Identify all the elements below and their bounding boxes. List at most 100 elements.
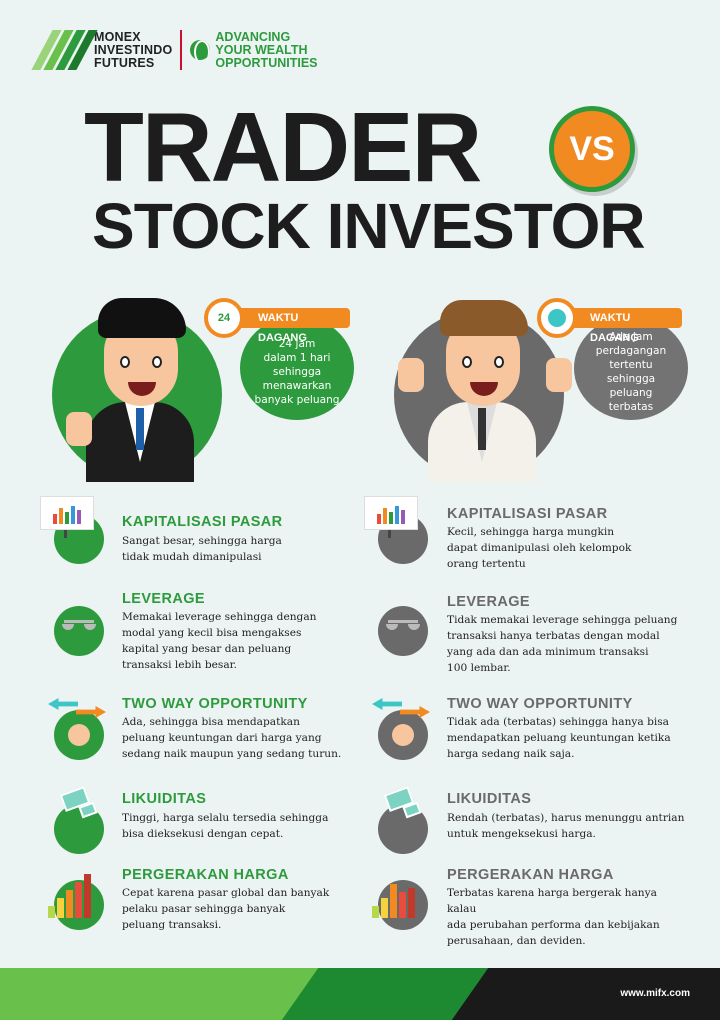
desc-line: transaksi lebih besar.	[122, 659, 237, 671]
desc-line: dapat dimanipulasi oleh kelompok	[447, 542, 632, 554]
footer-band	[0, 968, 319, 1020]
feature-description: Tidak ada (terbatas) sehingga hanya bisa…	[447, 714, 687, 762]
waktu-line: 24 jam	[279, 338, 316, 350]
brand-line: INVESTINDO	[94, 42, 173, 57]
feature-title: TWO WAY OPPORTUNITY	[122, 696, 308, 712]
bar-chart-sign-icon	[364, 496, 418, 530]
arrow-left-icon	[372, 698, 402, 710]
waktu-line: sehingga peluang	[606, 373, 656, 399]
trader-mouth	[128, 382, 156, 396]
raised-fist-icon	[398, 358, 424, 392]
feature-description: Terbatas karena harga bergerak hanya kal…	[447, 885, 687, 949]
desc-line: Tinggi, harga selalu tersedia sehingga	[122, 812, 329, 824]
waktu-line: perdagangan	[595, 345, 667, 357]
waktu-line: tertentu	[609, 359, 653, 371]
bar-chart-3d-icon	[44, 872, 94, 918]
clock-icon	[537, 298, 577, 338]
waktu-line: dalam 1 hari	[263, 352, 331, 364]
title-stock-investor: STOCK INVESTOR	[92, 190, 646, 262]
waktu-line: menawarkan	[262, 380, 332, 392]
desc-line: peluang transaksi.	[122, 919, 222, 931]
desc-line: Rendah (terbatas), harus menunggu antria…	[447, 812, 685, 824]
tagline-line: OPPORTUNITIES	[215, 55, 318, 70]
bar-icon	[84, 874, 91, 918]
trader-waktu-label: WAKTU DAGANG	[234, 308, 350, 344]
clock-text: 24	[217, 312, 231, 324]
investor-waktu-label: WAKTU DAGANG	[566, 308, 682, 344]
feature-description: Rendah (terbatas), harus menunggu antria…	[447, 810, 687, 842]
bar-icon	[408, 888, 415, 918]
bar-icon	[66, 890, 73, 918]
bar-chart-3d-icon	[368, 872, 418, 918]
desc-line: bisa dieksekusi dengan cepat.	[122, 828, 284, 840]
scale-beam	[64, 620, 94, 623]
scale-icon	[378, 606, 428, 656]
bar-icon	[381, 898, 388, 918]
sign-pole	[64, 528, 67, 538]
desc-line: orang tertentu	[447, 558, 526, 570]
clock-face	[548, 309, 566, 327]
desc-line: kapital yang besar dan peluang	[122, 643, 292, 655]
desc-line: tidak mudah dimanipulasi	[122, 551, 262, 563]
desc-line: pelaku pasar sehingga banyak	[122, 903, 286, 915]
trader-eye	[152, 356, 162, 368]
clock-24-icon: 24	[204, 298, 244, 338]
feature-title: PERGERAKAN HARGA	[122, 867, 289, 883]
desc-line: mendapatkan peluang keuntungan ketika	[447, 732, 671, 744]
footer-bar: www.mifx.com	[0, 968, 720, 1020]
face-icon	[392, 724, 414, 746]
desc-line: Sangat besar, sehingga harga	[122, 535, 282, 547]
logo-divider	[180, 30, 183, 70]
feature-title: TWO WAY OPPORTUNITY	[447, 696, 633, 712]
scale-pan	[62, 624, 74, 630]
desc-line: harga sedang naik saja.	[447, 748, 575, 760]
trader-tie	[136, 408, 144, 450]
desc-line: perusahaan, dan deviden.	[447, 935, 586, 947]
sign-pole	[388, 528, 391, 538]
feature-title: PERGERAKAN HARGA	[447, 867, 614, 883]
desc-line: yang ada dan ada minimum transaksi	[447, 646, 649, 658]
logo-stripes-icon	[31, 28, 98, 72]
feature-description: Cepat karena pasar global dan banyak pel…	[122, 885, 352, 933]
bar-icon	[390, 884, 397, 918]
investor-tie	[478, 408, 486, 450]
bar-icon	[57, 898, 64, 918]
feature-description: Memakai leverage sehingga dengan modal y…	[122, 609, 336, 673]
desc-line: Tidak memakai leverage sehingga peluang	[447, 614, 678, 626]
waktu-line: sehingga	[272, 366, 322, 378]
feature-description: Tidak memakai leverage sehingga peluang …	[447, 612, 687, 676]
trader-eye	[120, 356, 130, 368]
feature-description: Tinggi, harga selalu tersedia sehingga b…	[122, 810, 352, 842]
website-link[interactable]: www.mifx.com	[620, 988, 690, 999]
face-icon	[68, 724, 90, 746]
desc-line: ada perubahan performa dan kebijakan	[447, 919, 660, 931]
feature-description: Sangat besar, sehingga harga tidak mudah…	[122, 533, 336, 565]
desc-line: Memakai leverage sehingga dengan	[122, 611, 317, 623]
desc-line: untuk mengeksekusi harga.	[447, 828, 596, 840]
feature-title: LIKUIDITAS	[122, 791, 207, 807]
investor-mouth	[470, 382, 498, 396]
investor-eye	[462, 356, 472, 368]
vs-badge: VS	[549, 106, 635, 192]
investor-hair	[440, 300, 528, 336]
title-trader: TRADER	[84, 92, 482, 202]
scale-pan	[84, 624, 96, 630]
arrow-left-icon	[48, 698, 78, 710]
brand-line: FUTURES	[94, 55, 155, 70]
tagline-line: ADVANCING	[215, 29, 291, 44]
bar-icon	[75, 882, 82, 918]
tagline: ADVANCING YOUR WEALTH OPPORTUNITIES	[215, 29, 318, 70]
tagline-line: YOUR WEALTH	[215, 42, 308, 57]
desc-line: 100 lembar.	[447, 662, 511, 674]
feature-description: Kecil, sehingga harga mungkin dapat dima…	[447, 524, 687, 572]
desc-line: sedang naik maupun yang sedang turun.	[122, 748, 342, 760]
waktu-line: banyak peluang	[254, 394, 340, 406]
desc-line: Tidak ada (terbatas) sehingga hanya bisa	[447, 716, 669, 728]
thumbs-up-icon	[66, 412, 92, 446]
trader-waktu-bubble: 24 jam dalam 1 hari sehingga menawarkan …	[240, 316, 354, 420]
desc-line: Terbatas karena harga bergerak hanya kal…	[447, 887, 657, 915]
trader-hair	[98, 298, 186, 338]
bar-icon	[372, 906, 379, 918]
feature-title: LIKUIDITAS	[447, 791, 532, 807]
monex-logo: MONEX INVESTINDO FUTURES ADVANCING YOUR …	[31, 28, 318, 72]
